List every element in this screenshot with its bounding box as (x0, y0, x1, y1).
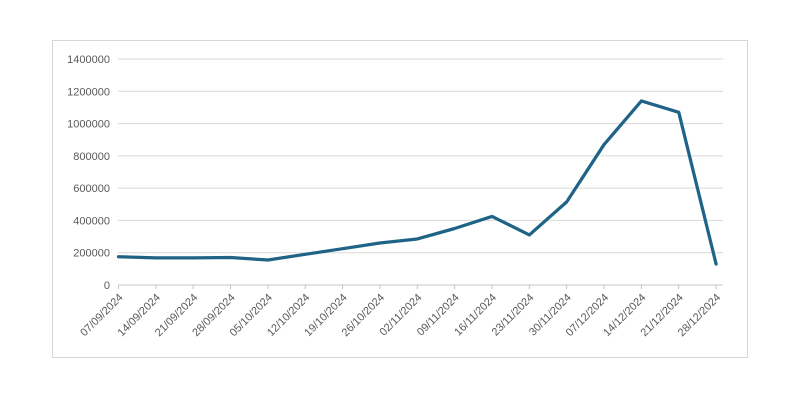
y-axis-labels-group: 0 200000 400000 600000 800000 1000000 1200000 1… (67, 54, 110, 292)
y-axis-tick-label: 1400000 (67, 54, 110, 66)
y-axis-tick-label: 1200000 (67, 86, 110, 98)
x-axis-ticks-group (118, 285, 717, 289)
data-series-line (116, 99, 718, 266)
x-axis-labels-group: 07/09/202414/09/202421/09/202428/09/2024… (78, 292, 723, 339)
y-axis-tick-label: 1000000 (67, 119, 110, 131)
gridlines-group (118, 58, 723, 254)
y-axis-tick-label: 800000 (73, 151, 110, 163)
chart-panel: 0 200000 400000 600000 800000 1000000 1200000 1… (52, 40, 748, 358)
y-axis-tick-label: 200000 (73, 248, 110, 260)
y-axis-tick-label: 600000 (73, 183, 110, 195)
y-axis-tick-label: 400000 (73, 215, 110, 227)
y-axis-tick-label: 0 (104, 280, 110, 292)
